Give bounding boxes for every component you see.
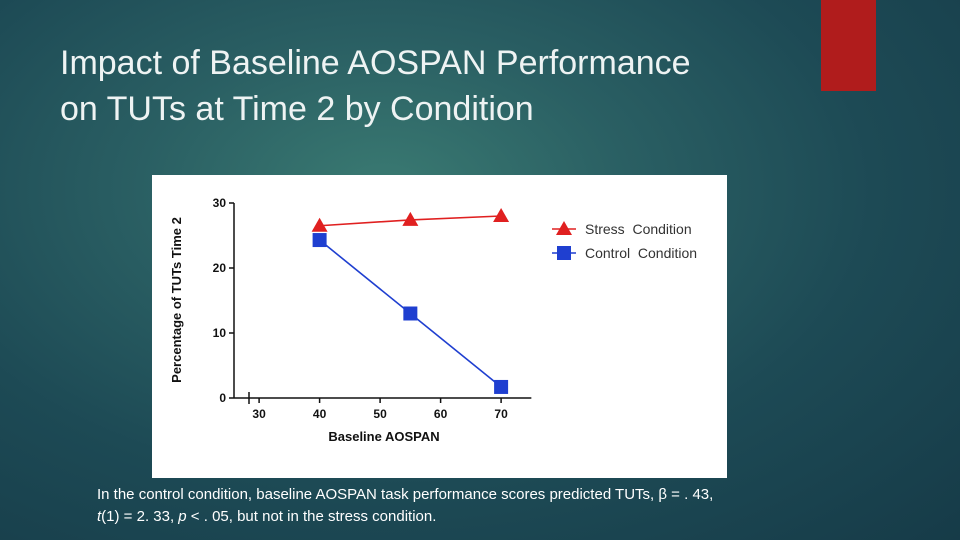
stress-point — [311, 217, 328, 232]
control-point — [403, 306, 418, 321]
legend-label-1: Stress Condition — [585, 221, 692, 237]
caption-p-symbol: p — [178, 508, 187, 525]
slide-title: Impact of Baseline AOSPAN Performance on… — [60, 40, 800, 132]
y-axis-label: Percentage of TUTs Time 2 — [169, 217, 184, 383]
y-tick-label: 30 — [213, 196, 227, 210]
y-tick-label: 20 — [213, 261, 227, 275]
y-tick-label: 0 — [219, 391, 226, 405]
legend-marker-control — [557, 246, 571, 260]
caption-t-symbol: t — [97, 508, 102, 525]
stress-point — [402, 211, 419, 226]
y-tick-label: 10 — [213, 326, 227, 340]
title-line-2: on TUTs at Time 2 by Condition — [60, 90, 534, 128]
stress-point — [493, 208, 510, 222]
control-point — [312, 233, 327, 248]
legend-marker-stress — [556, 221, 572, 235]
control-point — [494, 379, 509, 394]
chart-panel: Percentage of TUTs Time 2 Baseline AOSPA… — [152, 175, 727, 478]
x-tick-label: 30 — [252, 407, 266, 421]
title-line-1: Impact of Baseline AOSPAN Performance — [60, 44, 691, 82]
legend-label-2: Control Condition — [585, 245, 697, 261]
caption: In the control condition, baseline AOSPA… — [97, 484, 897, 528]
accent-bar — [821, 0, 876, 91]
caption-text-3: < . 05, but not in the stress condition. — [186, 508, 437, 525]
x-axis-label: Baseline AOSPAN — [328, 429, 439, 444]
caption-text-1: In the control condition, baseline AOSPA… — [97, 486, 714, 503]
line-chart: Percentage of TUTs Time 2 Baseline AOSPA… — [169, 196, 697, 444]
caption-text-2: (1) = 2. 33, — [101, 508, 179, 525]
x-tick-label: 60 — [434, 407, 448, 421]
x-tick-label: 50 — [373, 407, 387, 421]
x-tick-label: 70 — [494, 407, 508, 421]
x-tick-label: 40 — [313, 407, 327, 421]
